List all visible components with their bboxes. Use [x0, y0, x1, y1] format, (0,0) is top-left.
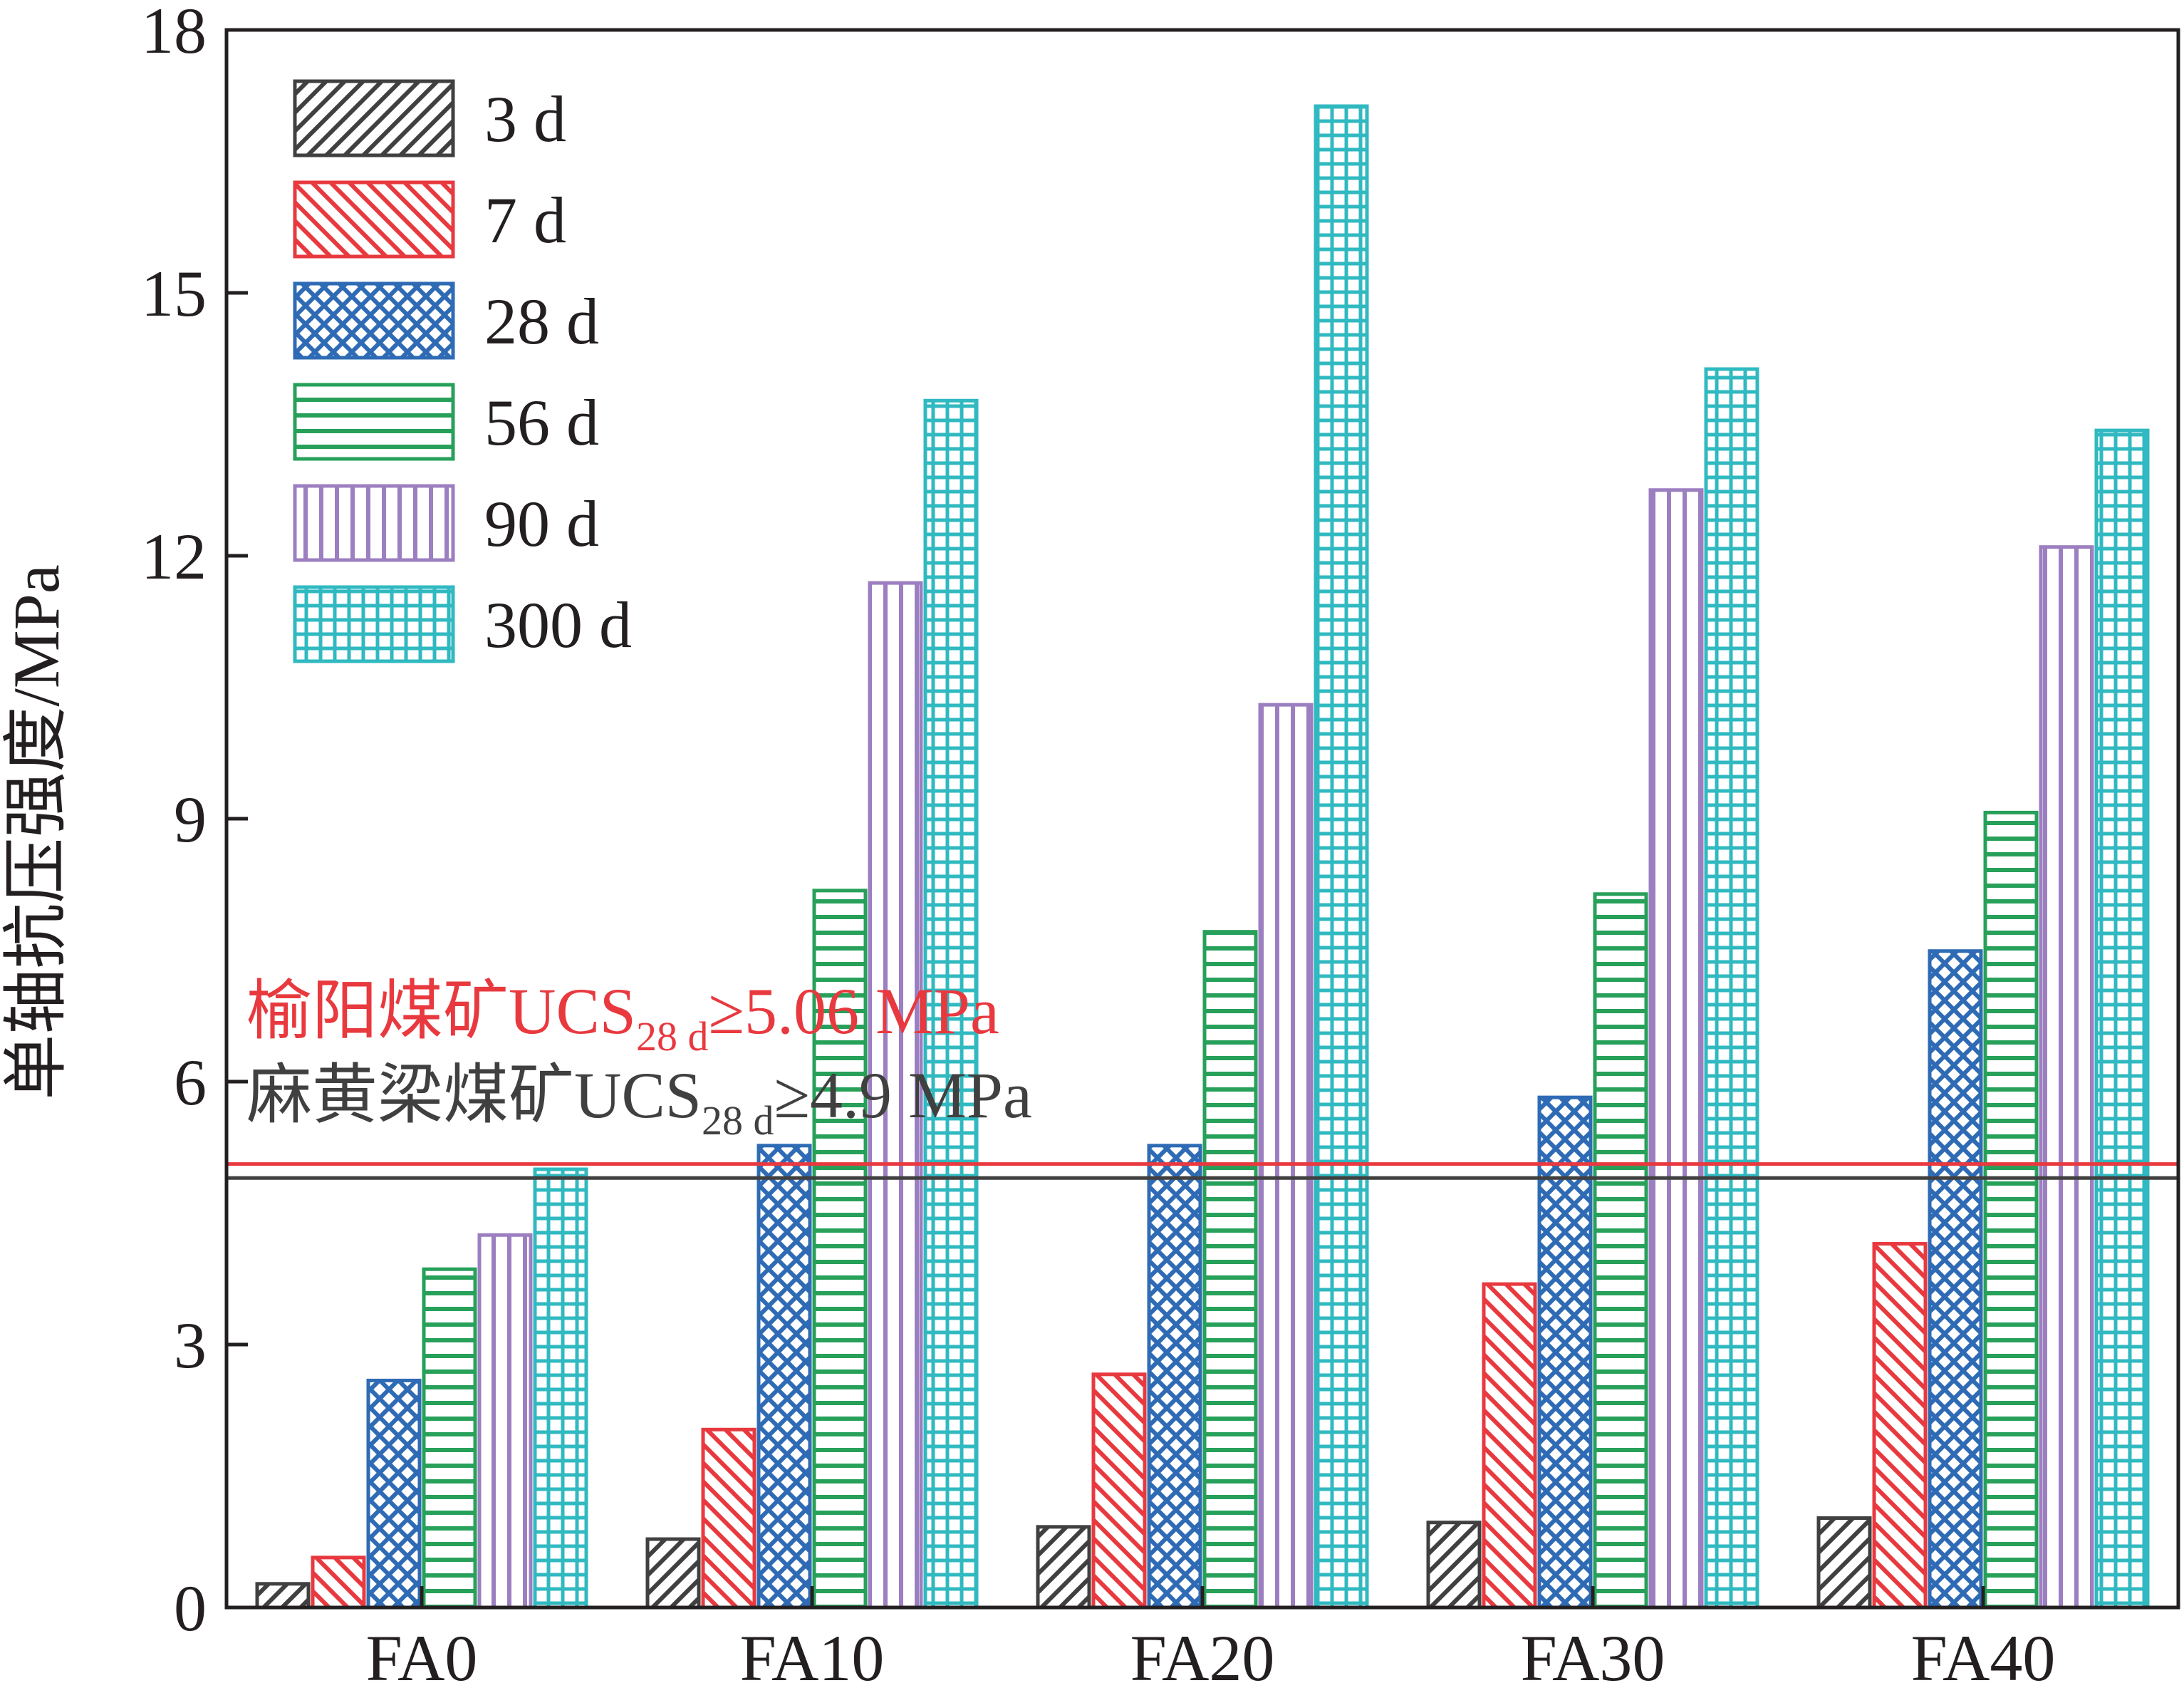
y-tick-label: 3 [174, 1309, 207, 1382]
bar-fa20-56d [1202, 930, 1258, 1610]
legend-label-90d: 90 d [484, 487, 599, 560]
x-tick-label-fa30: FA30 [1521, 1622, 1665, 1688]
bar-fa0-28d [366, 1378, 422, 1610]
bar-fa40-7d [1872, 1242, 1928, 1610]
bar-fa40-90d [2039, 545, 2094, 1610]
y-tick-label: 6 [174, 1046, 207, 1119]
bar-fa0-7d [311, 1555, 366, 1610]
reference-label-1: 榆阳煤矿UCS28 d≥5.06 MPa [246, 975, 999, 1060]
legend-swatch-300d [293, 585, 455, 663]
y-axis-title: 单轴抗压强度/MPa [0, 564, 73, 1099]
bar-fa30-90d [1648, 488, 1704, 1610]
bar-fa40-300d [2094, 428, 2150, 1610]
x-tick-label-fa10: FA10 [740, 1622, 885, 1688]
bar-fa10-300d [923, 398, 979, 1610]
bars-layer [255, 104, 2150, 1610]
x-tick-label-fa40: FA40 [1911, 1622, 2056, 1688]
bar-fa20-90d [1258, 703, 1314, 1610]
bar-fa30-7d [1482, 1282, 1537, 1610]
bar-fa10-56d [812, 889, 868, 1610]
bar-fa10-3d [645, 1537, 701, 1610]
legend-swatch-56d [293, 383, 455, 461]
bar-fa40-56d [1983, 810, 2039, 1610]
y-tick-label: 9 [174, 783, 207, 856]
bar-fa0-3d [255, 1582, 311, 1610]
legend-label-3d: 3 d [484, 83, 566, 155]
bar-fa20-28d [1147, 1144, 1202, 1610]
legend-label-56d: 56 d [484, 386, 599, 459]
axes: 0 3 6 9 12 15 18 FA0 FA10 FA20 FA30 FA40 [141, 0, 2180, 1688]
bar-fa0-56d [422, 1267, 477, 1610]
bar-fa0-300d [533, 1167, 588, 1610]
x-tick-label-fa20: FA20 [1130, 1622, 1275, 1688]
legend-swatch-7d [293, 180, 455, 259]
legend-label-300d: 300 d [484, 589, 632, 661]
bar-fa40-28d [1928, 949, 1983, 1610]
bar-fa30-300d [1704, 367, 1759, 1610]
y-tick-label: 12 [141, 520, 207, 593]
x-tick-label-fa0: FA0 [366, 1622, 478, 1688]
legend-swatch-3d [293, 79, 455, 157]
legend-label-7d: 7 d [484, 184, 566, 257]
bar-fa10-28d [756, 1144, 812, 1610]
bar-fa30-3d [1426, 1521, 1482, 1610]
legend-swatch-28d [293, 281, 455, 360]
bar-fa20-7d [1091, 1372, 1147, 1610]
legend: 3 d 7 d 28 d 56 d 90 d 300 d [293, 79, 632, 663]
y-tick-label: 0 [174, 1572, 207, 1645]
bar-fa20-3d [1036, 1525, 1091, 1610]
bar-fa0-90d [477, 1233, 533, 1610]
bar-fa30-28d [1537, 1095, 1593, 1610]
y-tick-label: 15 [141, 257, 207, 330]
legend-label-28d: 28 d [484, 285, 599, 358]
legend-swatch-90d [293, 484, 455, 562]
bar-fa20-300d [1314, 104, 1369, 1610]
y-tick-label: 18 [141, 0, 207, 67]
bar-fa40-3d [1816, 1516, 1872, 1610]
reference-label-2: 麻黄梁煤矿UCS28 d≥4.9 MPa [246, 1059, 1032, 1144]
bar-fa30-56d [1593, 892, 1648, 1610]
bar-fa10-90d [868, 581, 923, 1610]
bar-fa10-7d [701, 1427, 756, 1610]
